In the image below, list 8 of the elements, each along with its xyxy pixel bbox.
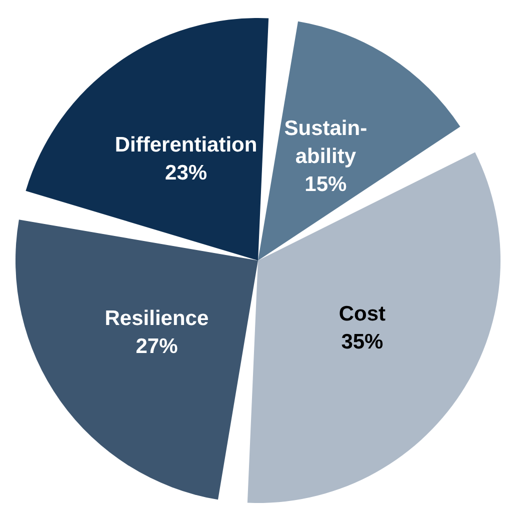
slice-label: Sustain- ability — [284, 116, 368, 168]
data-label: 23% — [165, 162, 208, 185]
slice-label: Resilience — [104, 306, 209, 330]
data-label: 27% — [136, 334, 178, 358]
data-label: 15% — [304, 172, 348, 196]
slice-label: Differentiation — [114, 134, 258, 157]
data-label: 35% — [341, 330, 384, 354]
slice-label: Cost — [338, 302, 386, 326]
